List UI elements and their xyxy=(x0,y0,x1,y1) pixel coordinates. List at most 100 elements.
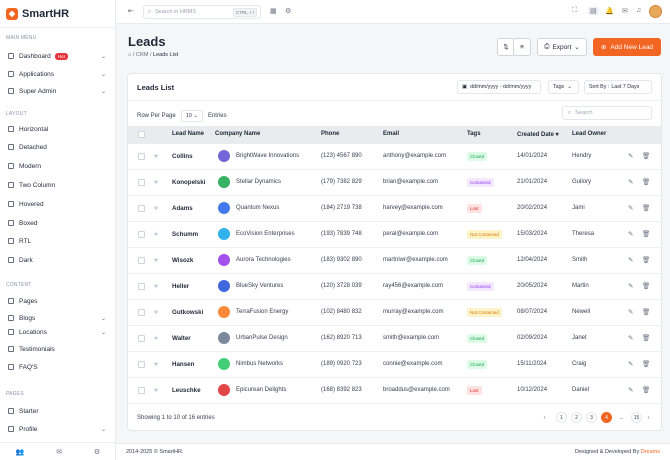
sidebar-item-modern[interactable]: Modern xyxy=(0,159,116,173)
settings-gear-icon[interactable]: ⚙ xyxy=(285,8,292,15)
prev-page-button[interactable]: ‹ xyxy=(543,414,546,421)
next-page-button[interactable]: › xyxy=(647,414,650,421)
delete-icon[interactable]: 🗑 xyxy=(642,387,651,394)
row-checkbox[interactable] xyxy=(138,387,145,394)
row-checkbox[interactable] xyxy=(138,231,145,238)
edit-icon[interactable]: ✎ xyxy=(628,387,634,394)
delete-icon[interactable]: 🗑 xyxy=(642,205,651,212)
add-new-lead-button[interactable]: ⊕ Add New Lead xyxy=(593,38,661,56)
page-button[interactable]: 2 xyxy=(571,412,582,423)
edit-icon[interactable]: ✎ xyxy=(628,231,634,238)
star-icon[interactable]: ★ xyxy=(153,387,159,394)
mail-icon[interactable]: ✉ xyxy=(622,8,628,15)
row-checkbox[interactable] xyxy=(138,309,145,316)
sidebar-toggle-icon[interactable]: ⇤ xyxy=(128,8,134,15)
delete-icon[interactable]: 🗑 xyxy=(642,309,651,316)
rows-per-page-select[interactable]: 10 ⌄ xyxy=(180,110,203,122)
col-phone[interactable]: Phone xyxy=(321,131,340,137)
delete-icon[interactable]: 🗑 xyxy=(642,231,651,238)
table-row[interactable]: ★ Walter UrbanPulse Design (162) 8920 713 sm… xyxy=(128,326,661,352)
settings-icon[interactable]: ⚙ xyxy=(93,448,101,456)
table-row[interactable]: ★ Schumm EcoVision Enterprises (193) 7839 7… xyxy=(128,222,661,248)
edit-icon[interactable]: ✎ xyxy=(628,153,634,160)
sidebar-item-blogs[interactable]: Blogs ⌄ xyxy=(0,311,116,325)
delete-icon[interactable]: 🗑 xyxy=(642,283,651,290)
page-button[interactable]: 3 xyxy=(586,412,597,423)
delete-icon[interactable]: 🗑 xyxy=(642,257,651,264)
avatar[interactable] xyxy=(649,5,662,18)
lead-name[interactable]: Heller xyxy=(172,283,190,290)
apps-icon[interactable]: ▤ xyxy=(588,7,599,15)
star-icon[interactable]: ★ xyxy=(153,153,159,160)
col-tags[interactable]: Tags xyxy=(467,131,481,137)
row-checkbox[interactable] xyxy=(138,361,145,368)
breadcrumb-crm[interactable]: CRM xyxy=(135,52,149,58)
sidebar-item-applications[interactable]: Applications ⌄ xyxy=(0,67,116,81)
table-row[interactable]: ★ Konopelski Stellar Dynamics (179) 7382 82… xyxy=(128,170,661,196)
sidebar-item-super-admin[interactable]: Super Admin ⌄ xyxy=(0,84,116,98)
delete-icon[interactable]: 🗑 xyxy=(642,179,651,186)
company-name[interactable]: TerraFusion Energy xyxy=(236,309,289,315)
sidebar-item-testimonials[interactable]: Testimonials xyxy=(0,342,116,356)
edit-icon[interactable]: ✎ xyxy=(628,283,634,290)
global-search-input[interactable]: ⌕ Search in HRMS CTRL + / xyxy=(143,5,261,19)
lead-name[interactable]: Konopelski xyxy=(172,179,206,186)
edit-icon[interactable]: ✎ xyxy=(628,257,634,264)
star-icon[interactable]: ★ xyxy=(153,361,159,368)
fullscreen-icon[interactable]: ⛶ xyxy=(572,7,577,14)
star-icon[interactable]: ★ xyxy=(153,257,159,264)
delete-icon[interactable]: 🗑 xyxy=(642,335,651,342)
lead-name[interactable]: Adams xyxy=(172,205,193,212)
lead-name[interactable]: Collins xyxy=(172,153,193,160)
date-range-picker[interactable]: ▣ dd/mm/yyyy - dd/mm/yyyy xyxy=(457,80,541,94)
lead-name[interactable]: Hansen xyxy=(172,361,195,368)
edit-icon[interactable]: ✎ xyxy=(628,335,634,342)
users-icon[interactable]: 👥 xyxy=(15,448,25,456)
table-row[interactable]: ★ Hansen Nimbus Networks (189) 0920 723 conn… xyxy=(128,352,661,378)
company-name[interactable]: BlueSky Ventures xyxy=(236,283,284,289)
notification-bell-icon[interactable]: 🔔 xyxy=(605,8,614,15)
lead-name[interactable]: Gutkowski xyxy=(172,309,204,316)
edit-icon[interactable]: ✎ xyxy=(628,309,634,316)
col-lead-owner[interactable]: Lead Owner xyxy=(572,131,607,137)
table-row[interactable]: ★ Gutkowski TerraFusion Energy (102) 8480 8… xyxy=(128,300,661,326)
row-checkbox[interactable] xyxy=(138,179,145,186)
tags-dropdown[interactable]: Tags ⌄ xyxy=(548,80,579,94)
export-button[interactable]: ⎙ Export ⌄ xyxy=(537,38,587,56)
page-button[interactable]: 15 xyxy=(631,412,642,423)
row-checkbox[interactable] xyxy=(138,153,145,160)
bell-icon[interactable]: ♫ xyxy=(636,7,642,14)
lead-name[interactable]: Walter xyxy=(172,335,191,342)
select-all-checkbox[interactable] xyxy=(138,131,145,138)
sidebar-item-hovered[interactable]: Hovered xyxy=(0,197,116,211)
sidebar-item-dashboard[interactable]: Dashboard Hot ⌄ xyxy=(0,49,116,63)
edit-icon[interactable]: ✎ xyxy=(628,179,634,186)
delete-icon[interactable]: 🗑 xyxy=(642,153,651,160)
grid-icon[interactable]: ▦ xyxy=(270,8,277,15)
chat-icon[interactable]: ✉ xyxy=(56,448,63,456)
delete-icon[interactable]: 🗑 xyxy=(642,361,651,368)
company-name[interactable]: BrightWave Innovations xyxy=(236,153,300,159)
page-button[interactable]: 4 xyxy=(601,412,612,423)
lead-name[interactable]: Leuschke xyxy=(172,387,201,394)
company-name[interactable]: Stellar Dynamics xyxy=(236,179,282,185)
lead-name[interactable]: Wisozk xyxy=(172,257,194,264)
row-checkbox[interactable] xyxy=(138,257,145,264)
sidebar-item-pages[interactable]: Pages xyxy=(0,294,116,308)
table-row[interactable]: ★ Collins BrightWave Innovations (123) 4567… xyxy=(128,144,661,170)
sidebar-item-locations[interactable]: Locations ⌄ xyxy=(0,325,116,339)
sidebar-item-two-column[interactable]: Two Column xyxy=(0,178,116,192)
star-icon[interactable]: ★ xyxy=(153,309,159,316)
company-name[interactable]: UrbanPulse Design xyxy=(236,335,288,341)
brand[interactable]: ◆ SmartHR xyxy=(0,0,115,28)
sidebar-item-starter[interactable]: Starter xyxy=(0,404,116,418)
edit-icon[interactable]: ✎ xyxy=(628,361,634,368)
row-checkbox[interactable] xyxy=(138,283,145,290)
sidebar-item-faq-s[interactable]: FAQ'S xyxy=(0,360,116,374)
star-icon[interactable]: ★ xyxy=(153,335,159,342)
page-button[interactable]: 1 xyxy=(556,412,567,423)
lead-name[interactable]: Schumm xyxy=(172,231,199,238)
sort-dropdown[interactable]: Sort By : Last 7 Days xyxy=(584,80,652,94)
sidebar-item-rtl[interactable]: RTL xyxy=(0,234,116,248)
star-icon[interactable]: ★ xyxy=(153,179,159,186)
